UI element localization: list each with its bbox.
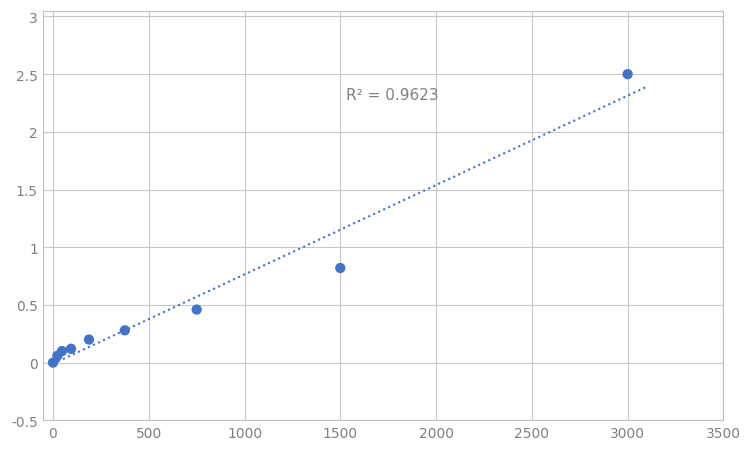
Point <box>65 345 77 353</box>
Point <box>335 265 347 272</box>
Point <box>191 306 203 313</box>
Point <box>119 327 131 334</box>
Point <box>622 71 634 78</box>
Text: R² = 0.9623: R² = 0.9623 <box>346 88 438 103</box>
Point <box>83 336 95 343</box>
Point <box>56 348 68 355</box>
Point <box>47 359 59 367</box>
Point <box>51 352 63 359</box>
